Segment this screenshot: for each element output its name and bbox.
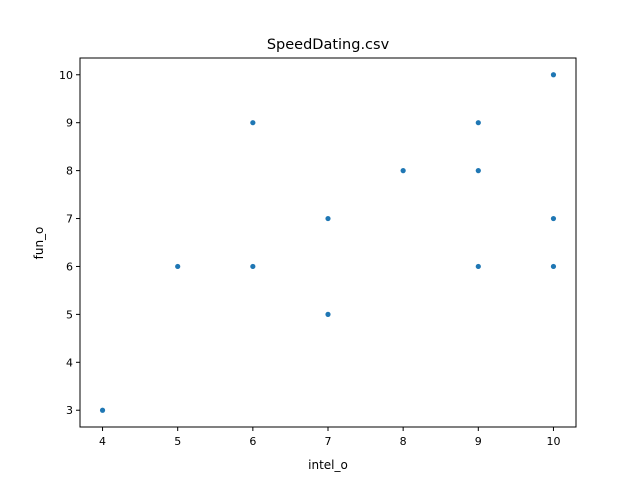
x-tick-label: 5 (174, 435, 181, 448)
x-tick-label: 10 (546, 435, 560, 448)
x-axis-label: intel_o (308, 458, 348, 472)
y-tick-label: 7 (66, 213, 73, 226)
y-tick-label: 6 (66, 260, 73, 273)
y-tick-label: 9 (66, 117, 73, 130)
y-tick-label: 8 (66, 165, 73, 178)
data-point (325, 311, 331, 317)
data-point (325, 215, 331, 222)
data-point (250, 263, 256, 270)
y-tick-label: 5 (66, 308, 73, 321)
x-tick-label: 9 (475, 435, 482, 448)
data-point (475, 168, 481, 174)
y-axis-label: fun_o (32, 227, 46, 260)
x-tick-label: 8 (400, 435, 407, 448)
data-point (250, 120, 256, 126)
data-point (175, 263, 181, 270)
x-ticks: 4 5 6 7 8 9 10 (99, 427, 560, 448)
points-layer (99, 72, 557, 413)
data-point (550, 263, 557, 270)
y-ticks: 3 4 5 6 7 8 9 10 (59, 69, 80, 417)
x-tick-label: 7 (325, 435, 332, 448)
x-tick-label: 6 (249, 435, 256, 448)
data-point (475, 120, 481, 126)
chart-title: SpeedDating.csv (267, 37, 390, 53)
data-point (99, 407, 106, 413)
y-tick-label: 4 (66, 356, 73, 369)
y-tick-label: 10 (59, 69, 73, 82)
data-point (400, 168, 406, 174)
data-point (475, 263, 481, 270)
x-tick-label: 4 (99, 435, 106, 448)
y-tick-label: 3 (66, 404, 73, 417)
data-point (550, 215, 557, 222)
data-point (550, 72, 557, 78)
